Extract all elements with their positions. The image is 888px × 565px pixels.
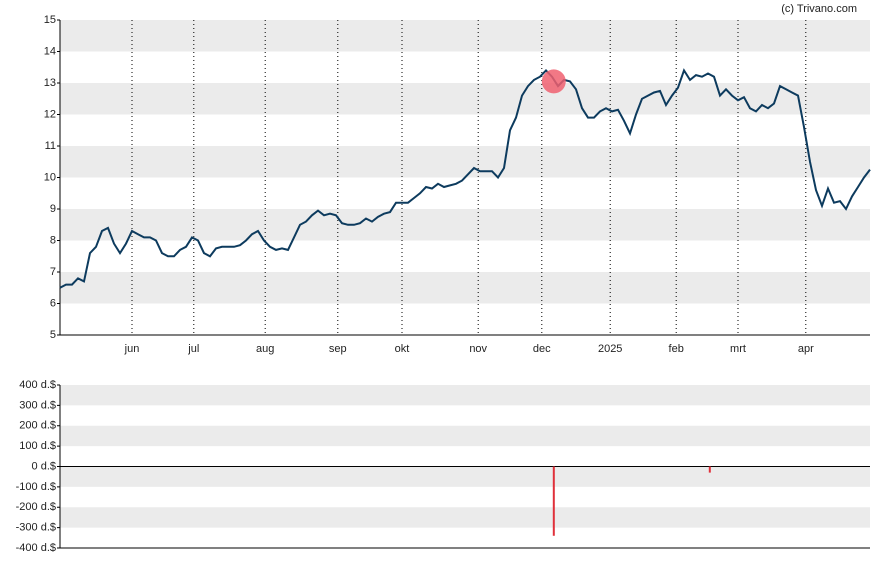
highlight-marker <box>541 69 566 94</box>
band <box>60 209 870 241</box>
y-tick-label: 5 <box>50 329 56 341</box>
band <box>60 385 870 406</box>
y-tick-label: 100 d.$ <box>19 440 56 452</box>
x-tick-label: okt <box>395 343 410 355</box>
y-tick-label: 10 <box>44 171 56 183</box>
bar <box>708 466 711 473</box>
y-tick-label: 300 d.$ <box>19 399 56 411</box>
y-tick-label: 15 <box>44 14 56 26</box>
band <box>60 146 870 178</box>
band <box>60 20 870 52</box>
y-tick-label: 200 d.$ <box>19 420 56 432</box>
y-tick-label: 8 <box>50 234 56 246</box>
y-tick-label: 12 <box>44 108 56 120</box>
y-tick-label: 9 <box>50 203 56 215</box>
price-line <box>59 68 871 289</box>
band <box>60 425 870 447</box>
source-label: (c) Trivano.com <box>781 3 857 15</box>
y-tick-label: 6 <box>50 297 56 309</box>
x-tick-label: 2025 <box>598 343 622 355</box>
y-tick-label: 0 d.$ <box>32 460 56 472</box>
band <box>60 507 870 528</box>
x-tick-label: feb <box>669 343 684 355</box>
x-tick-label: dec <box>533 343 551 355</box>
y-tick-label: 11 <box>45 140 56 152</box>
bar <box>552 466 555 536</box>
x-tick-label: nov <box>469 343 487 355</box>
x-tick-label: jul <box>187 343 199 355</box>
y-tick-label: 7 <box>50 266 56 278</box>
y-tick-label: 13 <box>44 77 56 89</box>
x-tick-label: apr <box>798 343 814 355</box>
x-tick-label: sep <box>329 343 347 355</box>
y-tick-label: 14 <box>44 45 56 57</box>
band <box>60 466 870 487</box>
y-tick-label: -100 d.$ <box>16 481 56 493</box>
x-tick-label: mrt <box>730 343 746 355</box>
band <box>60 272 870 304</box>
x-tick-label: aug <box>256 343 274 355</box>
y-tick-label: -400 d.$ <box>16 542 56 554</box>
y-tick-label: 400 d.$ <box>19 379 56 391</box>
band <box>60 83 870 115</box>
y-tick-label: -300 d.$ <box>16 522 56 534</box>
y-tick-label: -200 d.$ <box>16 501 56 513</box>
x-tick-label: jun <box>124 343 140 355</box>
